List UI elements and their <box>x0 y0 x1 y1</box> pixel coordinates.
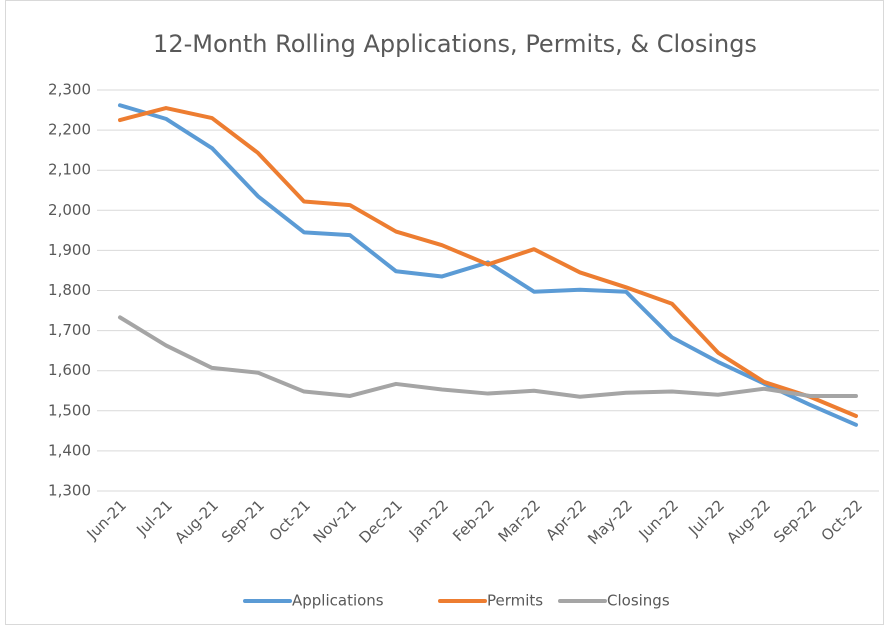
legend-label: Permits <box>487 592 543 610</box>
chart-title: 12-Month Rolling Applications, Permits, … <box>153 30 757 58</box>
y-tick-label: 1,700 <box>48 321 91 339</box>
y-tick-label: 2,200 <box>48 121 91 139</box>
y-tick-label: 1,900 <box>48 241 91 259</box>
y-tick-label: 2,000 <box>48 201 91 219</box>
series-line <box>118 106 858 419</box>
y-tick-label: 2,300 <box>48 81 91 99</box>
y-tick-label: 1,300 <box>48 482 91 500</box>
y-tick-label: 1,600 <box>48 361 91 379</box>
legend-label: Applications <box>292 592 384 610</box>
legend-label: Closings <box>607 592 670 610</box>
y-tick-label: 1,800 <box>48 281 91 299</box>
chart-border <box>5 0 884 625</box>
y-tick-label: 2,100 <box>48 161 91 179</box>
y-tick-label: 1,500 <box>48 401 91 419</box>
y-tick-label: 1,400 <box>48 441 91 459</box>
series-line <box>118 315 858 399</box>
